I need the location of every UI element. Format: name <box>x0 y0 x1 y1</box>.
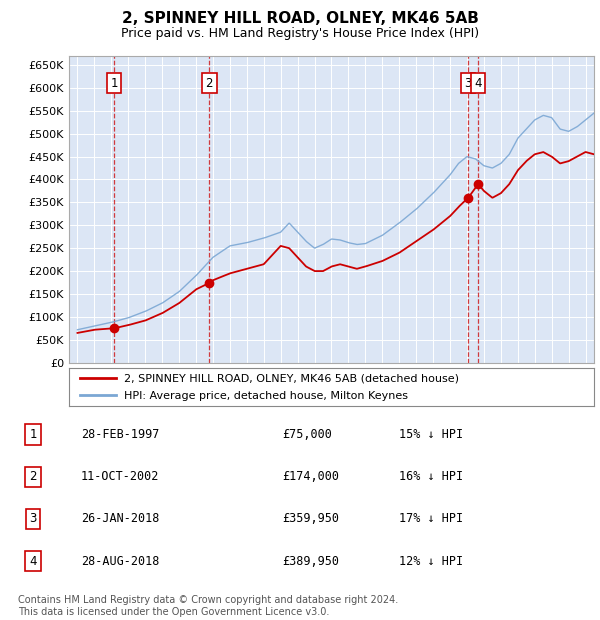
Text: 2: 2 <box>29 471 37 483</box>
Text: Price paid vs. HM Land Registry's House Price Index (HPI): Price paid vs. HM Land Registry's House … <box>121 27 479 40</box>
Text: 26-JAN-2018: 26-JAN-2018 <box>81 513 160 525</box>
Text: 17% ↓ HPI: 17% ↓ HPI <box>399 513 463 525</box>
Text: £389,950: £389,950 <box>282 555 339 567</box>
Text: 28-FEB-1997: 28-FEB-1997 <box>81 428 160 441</box>
Text: £359,950: £359,950 <box>282 513 339 525</box>
Text: 2: 2 <box>205 77 213 90</box>
Text: HPI: Average price, detached house, Milton Keynes: HPI: Average price, detached house, Milt… <box>124 391 408 401</box>
Text: Contains HM Land Registry data © Crown copyright and database right 2024.
This d: Contains HM Land Registry data © Crown c… <box>18 595 398 617</box>
Text: 12% ↓ HPI: 12% ↓ HPI <box>399 555 463 567</box>
Text: 3: 3 <box>464 77 472 90</box>
Text: 28-AUG-2018: 28-AUG-2018 <box>81 555 160 567</box>
Text: 15% ↓ HPI: 15% ↓ HPI <box>399 428 463 441</box>
Text: 1: 1 <box>29 428 37 441</box>
Text: 16% ↓ HPI: 16% ↓ HPI <box>399 471 463 483</box>
Text: 4: 4 <box>29 555 37 567</box>
Text: 4: 4 <box>475 77 482 90</box>
Text: 2, SPINNEY HILL ROAD, OLNEY, MK46 5AB (detached house): 2, SPINNEY HILL ROAD, OLNEY, MK46 5AB (d… <box>124 373 459 383</box>
Text: 2, SPINNEY HILL ROAD, OLNEY, MK46 5AB: 2, SPINNEY HILL ROAD, OLNEY, MK46 5AB <box>122 11 478 26</box>
Text: 3: 3 <box>29 513 37 525</box>
Text: 1: 1 <box>110 77 118 90</box>
Text: £75,000: £75,000 <box>282 428 332 441</box>
Text: £174,000: £174,000 <box>282 471 339 483</box>
Text: 11-OCT-2002: 11-OCT-2002 <box>81 471 160 483</box>
